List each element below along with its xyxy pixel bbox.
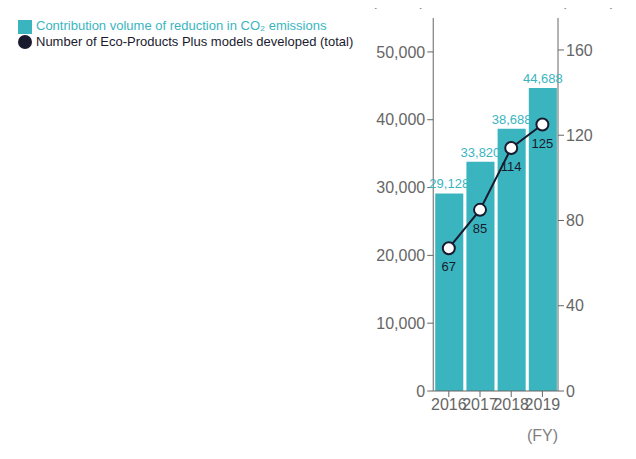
svg-text:2019: 2019: [525, 396, 561, 413]
svg-text:120: 120: [566, 127, 593, 144]
svg-text:44,688: 44,688: [523, 71, 563, 86]
svg-text:2018: 2018: [493, 396, 529, 414]
svg-text:30,000: 30,000: [376, 179, 425, 196]
svg-text:80: 80: [566, 212, 584, 229]
svg-text:10,000: 10,000: [376, 315, 425, 332]
svg-text:125: 125: [532, 136, 554, 151]
svg-text:40: 40: [566, 297, 584, 314]
svg-text:33,820: 33,820: [461, 145, 501, 160]
svg-text:114: 114: [501, 159, 522, 174]
svg-text:50,000: 50,000: [376, 44, 425, 61]
svg-text:2016: 2016: [431, 396, 467, 414]
svg-text:160: 160: [566, 42, 593, 59]
svg-text:(t-CO2): (t-CO2): [372, 8, 425, 9]
svg-text:(Model): (Model): [561, 8, 615, 9]
svg-text:2017: 2017: [462, 396, 498, 414]
svg-text:0: 0: [566, 383, 575, 400]
html-text:Number of Eco-Products Plus mo: Number of Eco-Products Plus models devel…: [36, 33, 354, 49]
svg-text:20,000: 20,000: [376, 247, 425, 264]
svg-text:85: 85: [473, 221, 487, 236]
svg-text:40,000: 40,000: [376, 111, 425, 128]
svg-text:38,688: 38,688: [492, 112, 532, 127]
svg-text:0: 0: [416, 383, 425, 400]
svg-text:67: 67: [442, 259, 456, 274]
svg-text:(FY): (FY): [527, 427, 558, 444]
svg-text:29,128: 29,128: [429, 176, 469, 191]
html-text:Contribution volume of reducti: Contribution volume of reduction in CO₂ …: [36, 18, 327, 33]
